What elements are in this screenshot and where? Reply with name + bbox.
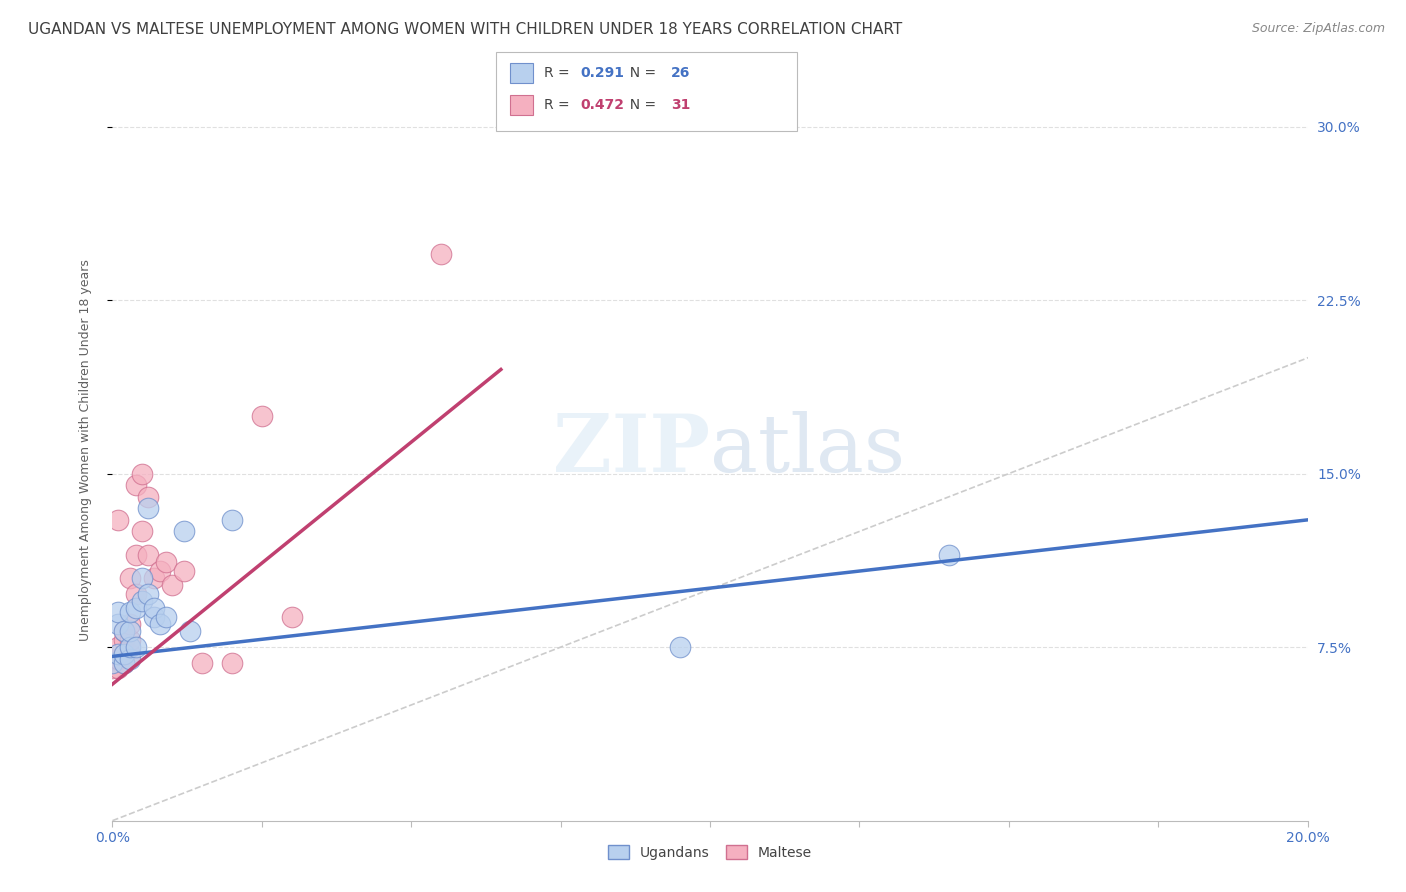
- Point: [938, 548, 960, 562]
- Point: [125, 640, 148, 654]
- Point: [221, 657, 243, 671]
- Point: [131, 594, 153, 608]
- Point: [114, 657, 135, 671]
- Point: [221, 513, 243, 527]
- Point: [114, 657, 135, 671]
- Point: [281, 610, 304, 624]
- Point: [143, 610, 166, 624]
- Point: [138, 587, 160, 601]
- Point: [101, 661, 124, 675]
- Text: atlas: atlas: [710, 411, 905, 490]
- Point: [125, 478, 148, 492]
- Point: [250, 409, 273, 423]
- Point: [149, 564, 172, 578]
- Point: [191, 657, 214, 671]
- Text: R =: R =: [544, 66, 574, 80]
- Point: [131, 524, 153, 539]
- Point: [120, 633, 142, 648]
- Point: [114, 633, 135, 648]
- Text: UGANDAN VS MALTESE UNEMPLOYMENT AMONG WOMEN WITH CHILDREN UNDER 18 YEARS CORRELA: UGANDAN VS MALTESE UNEMPLOYMENT AMONG WO…: [28, 22, 903, 37]
- Y-axis label: Unemployment Among Women with Children Under 18 years: Unemployment Among Women with Children U…: [79, 260, 91, 641]
- Point: [155, 554, 177, 569]
- Text: 0.291: 0.291: [581, 66, 624, 80]
- Point: [143, 600, 166, 615]
- Point: [173, 524, 195, 539]
- Point: [107, 513, 129, 527]
- Point: [138, 548, 160, 562]
- Point: [430, 247, 453, 261]
- Point: [114, 647, 135, 661]
- Point: [131, 467, 153, 481]
- Point: [107, 647, 129, 661]
- Point: [173, 564, 195, 578]
- Point: [107, 661, 129, 675]
- Point: [120, 571, 142, 585]
- Point: [114, 624, 135, 638]
- Text: 26: 26: [671, 66, 690, 80]
- Point: [125, 587, 148, 601]
- Legend: Ugandans, Maltese: Ugandans, Maltese: [602, 839, 818, 865]
- Point: [149, 617, 172, 632]
- Text: N =: N =: [621, 98, 661, 112]
- Point: [179, 624, 201, 638]
- Point: [125, 600, 148, 615]
- Text: N =: N =: [621, 66, 661, 80]
- Point: [138, 490, 160, 504]
- Point: [120, 651, 142, 665]
- Point: [120, 640, 142, 654]
- Point: [669, 640, 692, 654]
- Text: 31: 31: [671, 98, 690, 112]
- Point: [120, 617, 142, 632]
- Text: ZIP: ZIP: [553, 411, 710, 490]
- Point: [101, 657, 124, 671]
- Point: [162, 577, 183, 591]
- Point: [125, 548, 148, 562]
- Point: [107, 640, 129, 654]
- Text: 0.472: 0.472: [581, 98, 624, 112]
- Text: Source: ZipAtlas.com: Source: ZipAtlas.com: [1251, 22, 1385, 36]
- Point: [155, 610, 177, 624]
- Point: [107, 617, 129, 632]
- Point: [107, 651, 129, 665]
- Point: [131, 571, 153, 585]
- Point: [101, 651, 124, 665]
- Point: [138, 501, 160, 516]
- Text: R =: R =: [544, 98, 574, 112]
- Point: [120, 606, 142, 620]
- Point: [143, 571, 166, 585]
- Point: [114, 647, 135, 661]
- Point: [120, 647, 142, 661]
- Point: [120, 624, 142, 638]
- Point: [114, 624, 135, 638]
- Point: [107, 606, 129, 620]
